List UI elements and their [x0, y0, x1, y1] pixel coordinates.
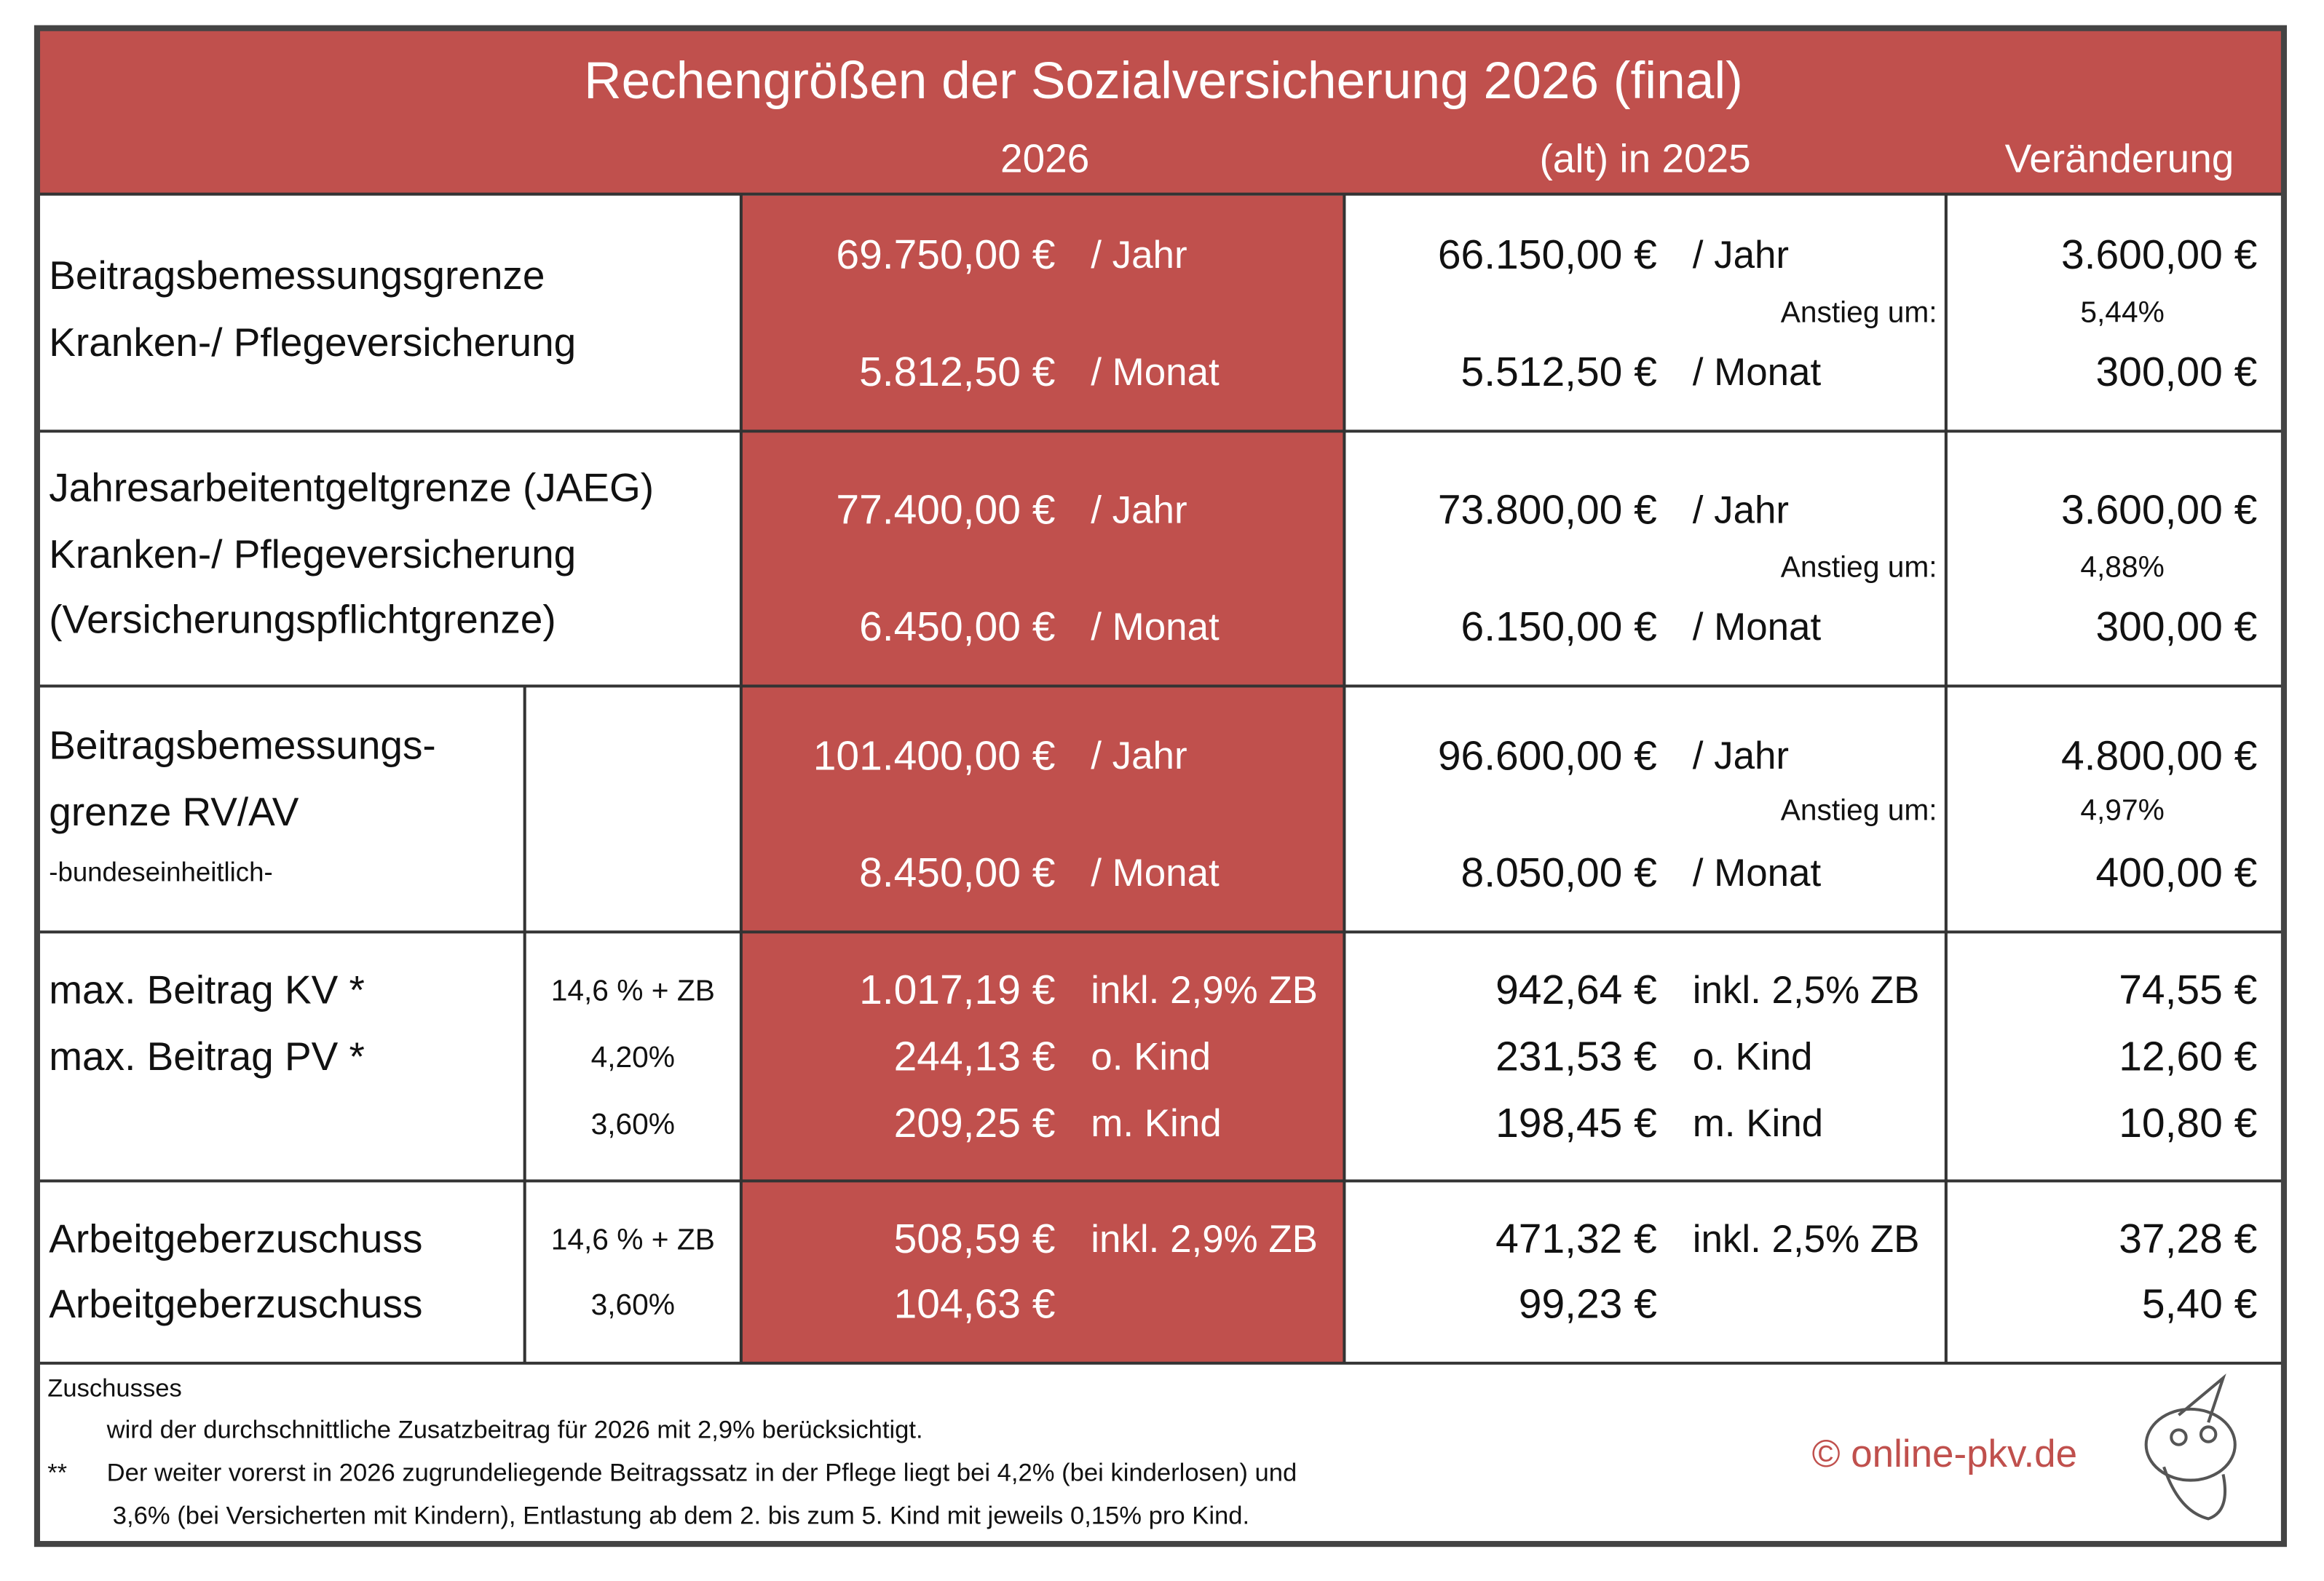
- unit-2025: / Monat: [1693, 351, 1822, 394]
- increase-label: Anstieg um:: [1781, 295, 1937, 328]
- value-2025: 99,23 €: [1519, 1280, 1657, 1327]
- row-label: Arbeitgeberzuschuss: [49, 1281, 422, 1326]
- row-label: Beitragsbemessungsgrenze: [49, 253, 545, 298]
- unit-2025: / Jahr: [1693, 734, 1789, 777]
- unit-2025: / Monat: [1693, 606, 1822, 649]
- footnote: **: [47, 1459, 67, 1487]
- value-2026: 1.017,19 €: [859, 967, 1055, 1013]
- value-2025: 198,45 €: [1495, 1100, 1657, 1146]
- rate: 3,60%: [591, 1107, 675, 1141]
- unit-2026: / Monat: [1091, 351, 1220, 394]
- rate: 3,60%: [591, 1288, 675, 1321]
- title: Rechengrößen der Sozialversicherung 2026…: [584, 52, 1743, 110]
- value-2025: 5.512,50 €: [1461, 349, 1657, 395]
- unit-2026: inkl. 2,9% ZB: [1091, 969, 1318, 1012]
- value-2025: 6.150,00 €: [1461, 603, 1657, 650]
- row-label: Beitragsbemessungs-: [49, 723, 435, 768]
- footnote: Zuschusses: [47, 1375, 182, 1403]
- value-2026: 5.812,50 €: [859, 349, 1055, 395]
- unit-2026: / Jahr: [1091, 234, 1187, 277]
- unit-2026: / Monat: [1091, 606, 1220, 649]
- footnote: wird der durchschnittliche Zusatzbeitrag…: [106, 1416, 923, 1444]
- change: 3.600,00 €: [2061, 486, 2257, 533]
- rate: 14,6 % + ZB: [551, 1223, 715, 1256]
- change: 3.600,00 €: [2061, 231, 2257, 278]
- row-label: Kranken-/ Pflegeversicherung: [49, 531, 576, 576]
- change: 12,60 €: [2119, 1034, 2257, 1080]
- row-label: Arbeitgeberzuschuss: [49, 1216, 422, 1261]
- unit-2026: o. Kind: [1091, 1035, 1211, 1078]
- unit-2026: m. Kind: [1091, 1102, 1221, 1145]
- change: 37,28 €: [2119, 1216, 2257, 1262]
- value-2025: 942,64 €: [1495, 967, 1657, 1013]
- footnote: 3,6% (bei Versicherten mit Kindern), Ent…: [113, 1502, 1249, 1530]
- change: 5,40 €: [2142, 1280, 2257, 1327]
- unit-2025: inkl. 2,5% ZB: [1693, 969, 1920, 1012]
- increase-value: 4,88%: [2080, 550, 2164, 583]
- row-label: (Versicherungspflichtgrenze): [49, 596, 556, 641]
- value-2025: 73.800,00 €: [1438, 486, 1657, 533]
- value-2025: 231,53 €: [1495, 1034, 1657, 1080]
- increase-value: 4,97%: [2080, 793, 2164, 826]
- change: 4.800,00 €: [2061, 732, 2257, 779]
- value-2025: 66.150,00 €: [1438, 231, 1657, 278]
- value-2025: 471,32 €: [1495, 1216, 1657, 1262]
- unit-2025: inkl. 2,5% ZB: [1693, 1218, 1920, 1261]
- row-label: Kranken-/ Pflegeversicherung: [49, 320, 576, 365]
- outer-border: [33, 25, 2288, 1548]
- change: 74,55 €: [2119, 967, 2257, 1013]
- unit-2026: / Jahr: [1091, 734, 1187, 777]
- change: 300,00 €: [2095, 603, 2257, 650]
- increase-label: Anstieg um:: [1781, 550, 1937, 583]
- unit-2025: / Jahr: [1693, 234, 1789, 277]
- copyright: © online-pkv.de: [1812, 1433, 2077, 1475]
- value-2026: 104,63 €: [894, 1280, 1056, 1327]
- unit-2025: / Jahr: [1693, 488, 1789, 531]
- unit-2025: o. Kind: [1693, 1035, 1813, 1078]
- unit-2025: m. Kind: [1693, 1102, 1823, 1145]
- column-header: (alt) in 2025: [1540, 135, 1751, 181]
- increase-value: 5,44%: [2080, 295, 2164, 328]
- row-label: Jahresarbeitentgeltgrenze (JAEG): [49, 464, 654, 510]
- increase-label: Anstieg um:: [1781, 793, 1937, 826]
- unit-2026: / Monat: [1091, 852, 1220, 895]
- change: 400,00 €: [2095, 849, 2257, 896]
- value-2026: 209,25 €: [894, 1100, 1056, 1146]
- value-2025: 8.050,00 €: [1461, 849, 1657, 896]
- unit-2026: inkl. 2,9% ZB: [1091, 1218, 1318, 1261]
- value-2026: 101.400,00 €: [813, 732, 1056, 779]
- row-label: -bundeseinheitlich-: [49, 857, 272, 887]
- row-label: max. Beitrag KV *: [49, 967, 365, 1012]
- change: 300,00 €: [2095, 349, 2257, 395]
- row-label: max. Beitrag PV *: [49, 1034, 365, 1079]
- mascot: [2144, 1373, 2237, 1521]
- rate: 4,20%: [591, 1040, 675, 1074]
- grid: [36, 192, 2284, 1365]
- header-band: [36, 28, 2284, 194]
- row-label: grenze RV/AV: [49, 789, 299, 834]
- rate: 14,6 % + ZB: [551, 974, 715, 1007]
- value-2026: 244,13 €: [894, 1034, 1056, 1080]
- value-2025: 96.600,00 €: [1438, 732, 1657, 779]
- value-2026: 6.450,00 €: [859, 603, 1055, 650]
- value-2026: 8.450,00 €: [859, 849, 1055, 896]
- column-header: 2026: [1000, 135, 1089, 181]
- unit-2025: / Monat: [1693, 852, 1822, 895]
- value-2026: 77.400,00 €: [836, 486, 1055, 533]
- highlight-column: [740, 195, 1345, 1363]
- value-2026: 69.750,00 €: [836, 231, 1055, 278]
- column-header: Veränderung: [2005, 135, 2234, 181]
- value-2026: 508,59 €: [894, 1216, 1056, 1262]
- unit-2026: / Jahr: [1091, 488, 1187, 531]
- footnote: Der weiter vorerst in 2026 zugrundeliege…: [107, 1459, 1297, 1487]
- change: 10,80 €: [2119, 1100, 2257, 1146]
